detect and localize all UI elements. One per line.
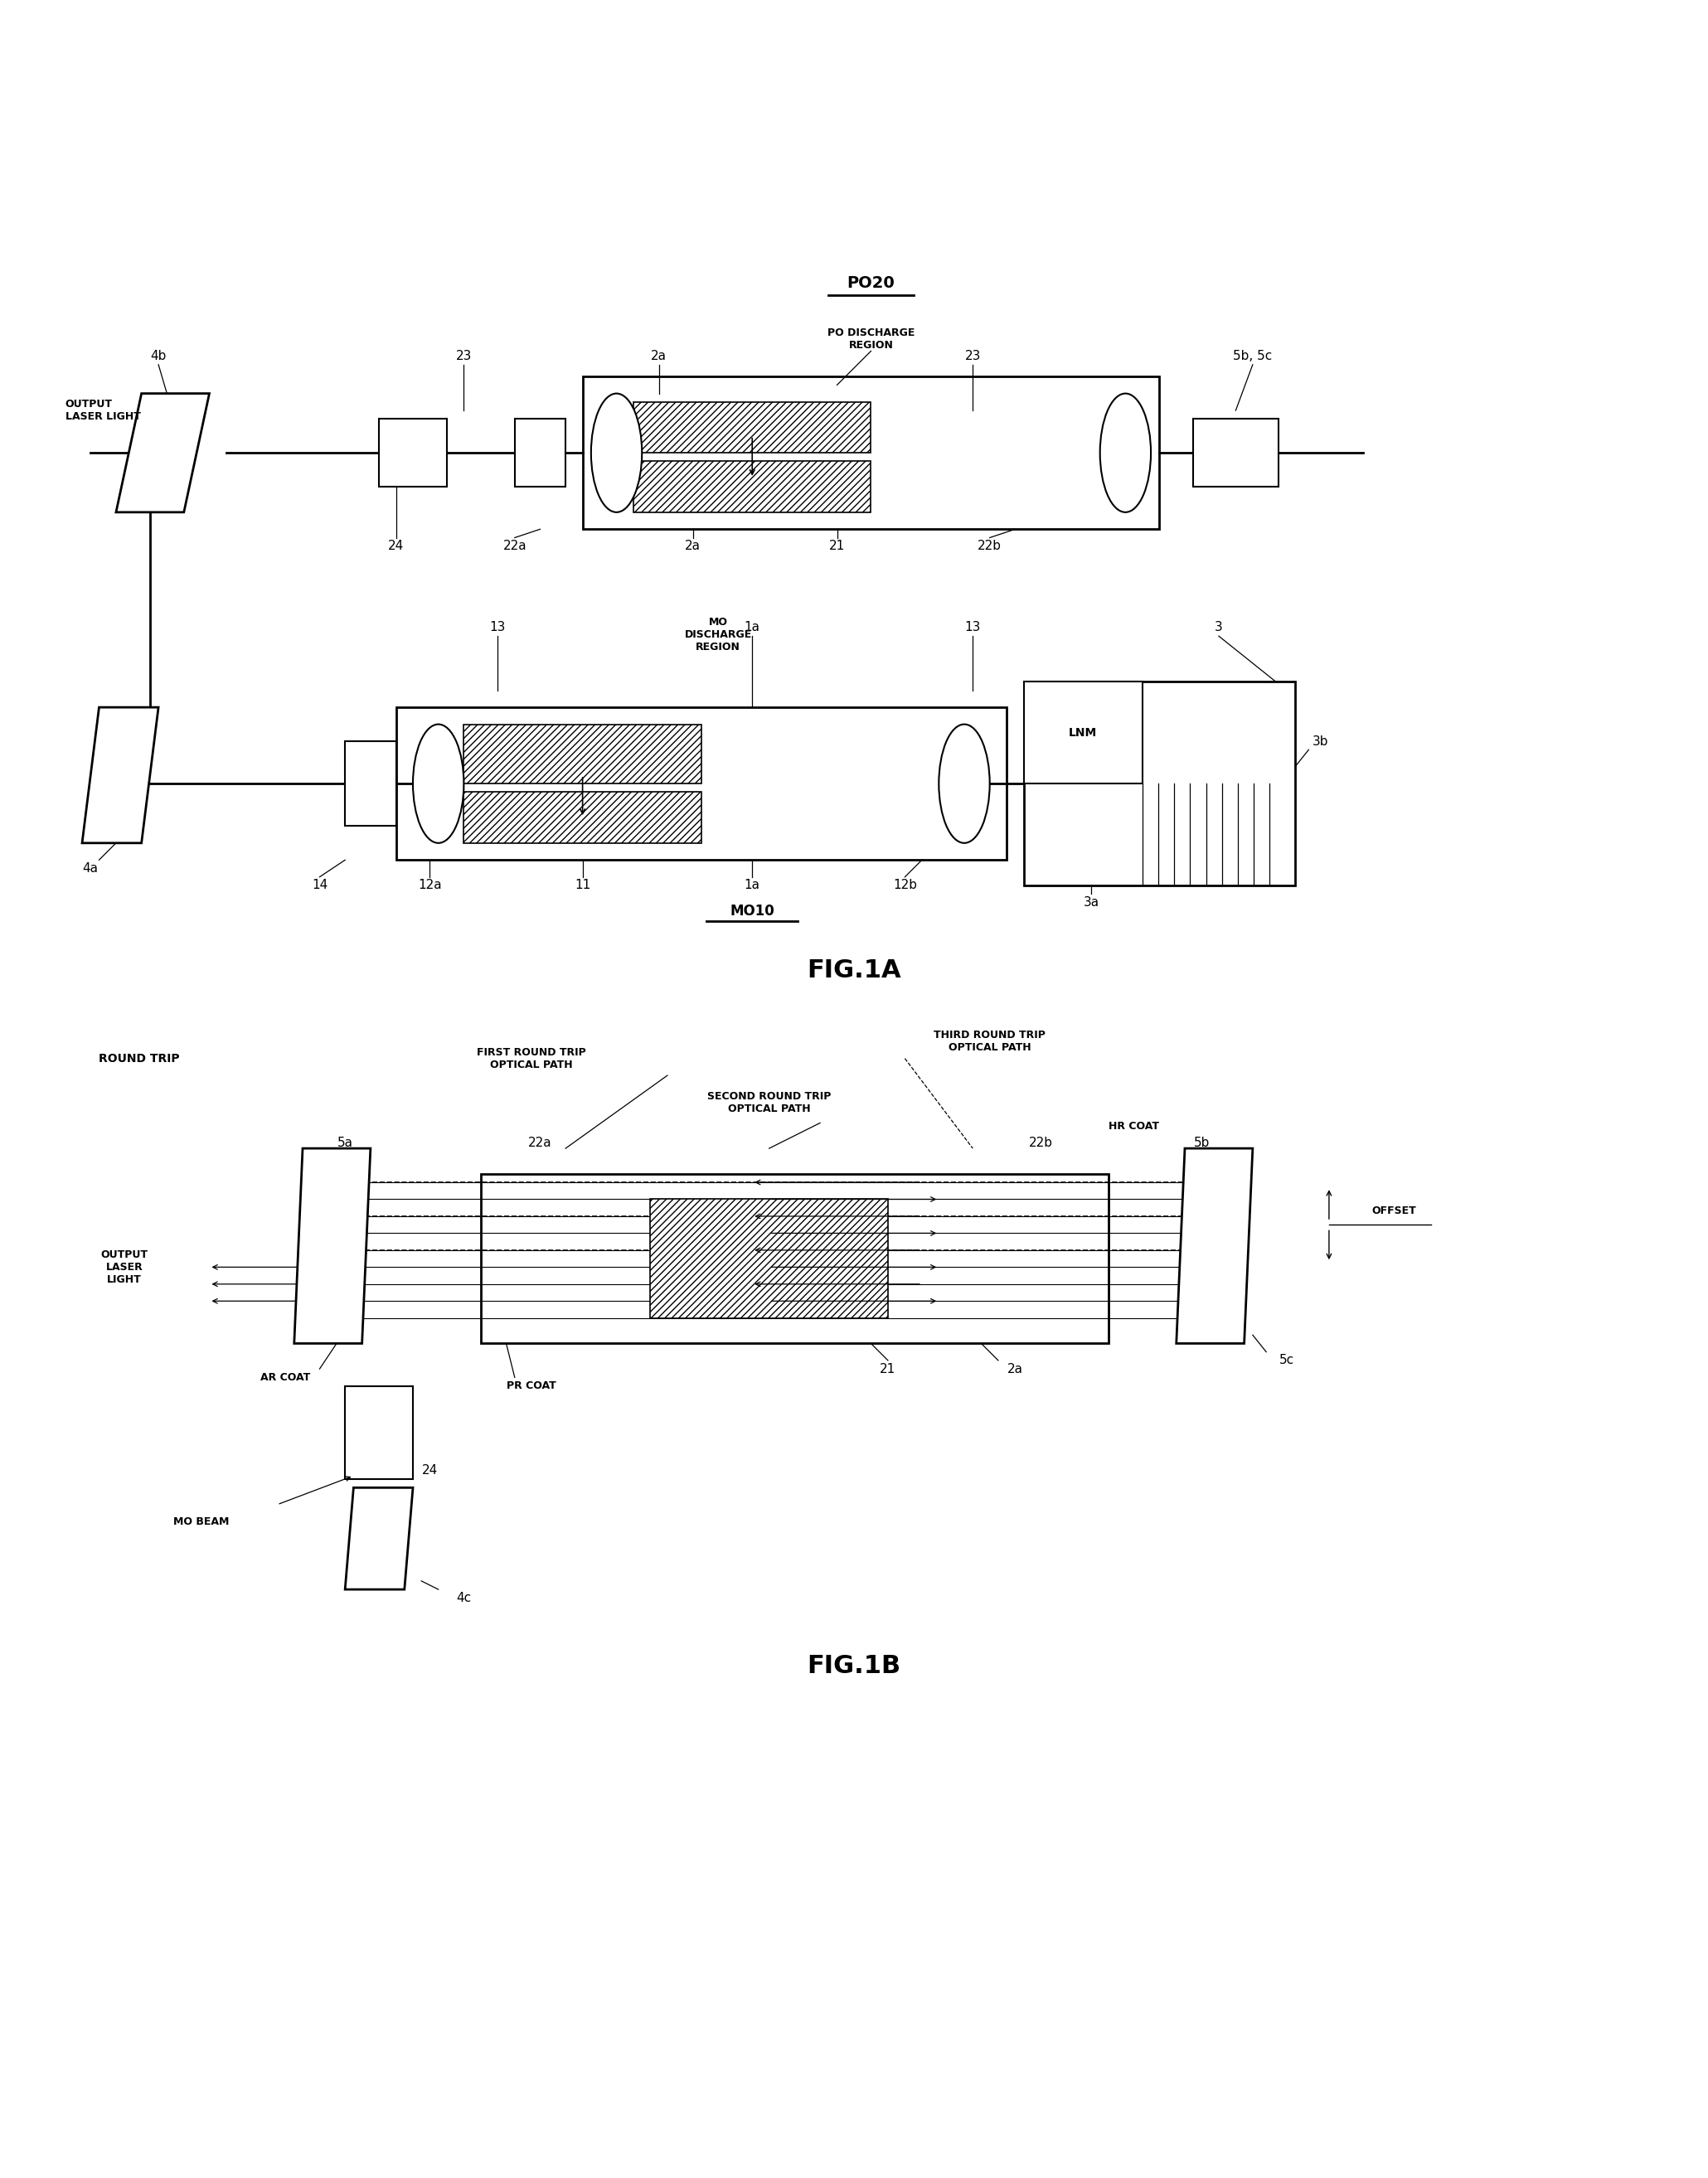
- Text: 2a: 2a: [685, 540, 700, 553]
- Bar: [1023, 682, 1295, 886]
- Text: OUTPUT
LASER LIGHT: OUTPUT LASER LIGHT: [65, 399, 140, 423]
- Text: 22a: 22a: [528, 1137, 552, 1150]
- Bar: [1023, 682, 1143, 784]
- Text: FIG.1A: FIG.1A: [806, 958, 902, 982]
- Ellipse shape: [939, 725, 989, 843]
- Text: 3a: 3a: [1083, 895, 1100, 908]
- Text: 14: 14: [311, 880, 328, 891]
- Text: THIRD ROUND TRIP
OPTICAL PATH: THIRD ROUND TRIP OPTICAL PATH: [934, 1030, 1045, 1054]
- Text: SECOND ROUND TRIP
OPTICAL PATH: SECOND ROUND TRIP OPTICAL PATH: [707, 1091, 832, 1115]
- Bar: [465, 793, 702, 843]
- Text: HR COAT: HR COAT: [1108, 1122, 1160, 1133]
- Text: LNM: LNM: [1069, 727, 1097, 738]
- Text: 12b: 12b: [893, 880, 917, 891]
- Text: 24: 24: [422, 1464, 437, 1477]
- Ellipse shape: [591, 394, 642, 512]
- Text: FIRST ROUND TRIP
OPTICAL PATH: FIRST ROUND TRIP OPTICAL PATH: [477, 1048, 586, 1069]
- Text: 23: 23: [456, 351, 471, 362]
- Polygon shape: [1177, 1148, 1252, 1344]
- Bar: [514, 418, 565, 486]
- Bar: [465, 725, 702, 784]
- Text: 4c: 4c: [456, 1592, 471, 1605]
- Ellipse shape: [1100, 394, 1151, 512]
- Text: 5b, 5c: 5b, 5c: [1233, 351, 1272, 362]
- Text: 23: 23: [965, 351, 980, 362]
- Bar: [396, 708, 1006, 860]
- Text: 5b: 5b: [1194, 1137, 1209, 1150]
- Bar: [345, 741, 396, 825]
- Text: AR COAT: AR COAT: [261, 1372, 311, 1383]
- Text: 4a: 4a: [82, 862, 99, 876]
- Text: 11: 11: [574, 880, 591, 891]
- Text: 3: 3: [1214, 621, 1223, 634]
- Polygon shape: [82, 708, 159, 843]
- Text: 2a: 2a: [1008, 1363, 1023, 1374]
- Text: 22b: 22b: [977, 540, 1001, 553]
- Text: 12a: 12a: [418, 880, 442, 891]
- Text: FIG.1B: FIG.1B: [808, 1653, 900, 1677]
- Bar: [634, 462, 871, 512]
- Polygon shape: [345, 1488, 413, 1590]
- Bar: [582, 377, 1160, 529]
- Bar: [634, 403, 871, 453]
- Text: 1a: 1a: [745, 621, 760, 634]
- Text: 21: 21: [880, 1363, 897, 1374]
- Bar: [1194, 418, 1278, 486]
- Text: 5c: 5c: [1279, 1355, 1295, 1366]
- Text: PR COAT: PR COAT: [507, 1381, 557, 1392]
- Text: MO
DISCHARGE
REGION: MO DISCHARGE REGION: [685, 616, 752, 651]
- Text: 5a: 5a: [336, 1137, 354, 1150]
- Text: 2a: 2a: [651, 351, 666, 362]
- Text: 21: 21: [828, 540, 845, 553]
- Text: MO BEAM: MO BEAM: [173, 1516, 229, 1527]
- Text: 13: 13: [965, 621, 980, 634]
- Ellipse shape: [413, 725, 465, 843]
- Text: 22b: 22b: [1028, 1137, 1052, 1150]
- Text: 13: 13: [490, 621, 506, 634]
- Text: 4b: 4b: [150, 351, 166, 362]
- Text: 1a: 1a: [745, 880, 760, 891]
- Bar: [651, 1200, 888, 1318]
- Text: PO20: PO20: [847, 274, 895, 292]
- Polygon shape: [116, 394, 210, 512]
- Text: 24: 24: [388, 540, 403, 553]
- Text: 22a: 22a: [502, 540, 526, 553]
- Text: MO10: MO10: [729, 904, 774, 919]
- Text: 3b: 3b: [1312, 734, 1329, 747]
- Polygon shape: [294, 1148, 371, 1344]
- Text: ROUND TRIP: ROUND TRIP: [99, 1052, 179, 1065]
- Bar: [480, 1174, 1108, 1344]
- Bar: [345, 1385, 413, 1479]
- Text: OFFSET: OFFSET: [1372, 1207, 1416, 1218]
- Text: OUTPUT
LASER
LIGHT: OUTPUT LASER LIGHT: [101, 1250, 149, 1285]
- Text: PO DISCHARGE
REGION: PO DISCHARGE REGION: [827, 327, 915, 351]
- Bar: [379, 418, 447, 486]
